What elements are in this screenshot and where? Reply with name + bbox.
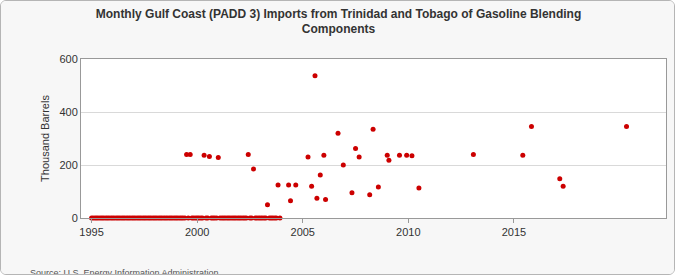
- svg-text:2010: 2010: [396, 226, 420, 238]
- svg-text:Monthly Gulf Coast (PADD 3) Im: Monthly Gulf Coast (PADD 3) Imports from…: [96, 7, 582, 37]
- svg-text:2005: 2005: [291, 226, 315, 238]
- svg-text:600: 600: [59, 53, 77, 65]
- svg-text:2015: 2015: [502, 226, 526, 238]
- svg-text:Source: U.S. Energy Informatio: Source: U.S. Energy Information Administ…: [30, 268, 219, 275]
- svg-text:0: 0: [72, 212, 78, 224]
- svg-text:400: 400: [59, 106, 77, 118]
- svg-text:Thousand Barrels: Thousand Barrels: [39, 95, 51, 182]
- svg-text:200: 200: [59, 159, 77, 171]
- svg-text:1995: 1995: [79, 226, 103, 238]
- svg-text:2000: 2000: [185, 226, 209, 238]
